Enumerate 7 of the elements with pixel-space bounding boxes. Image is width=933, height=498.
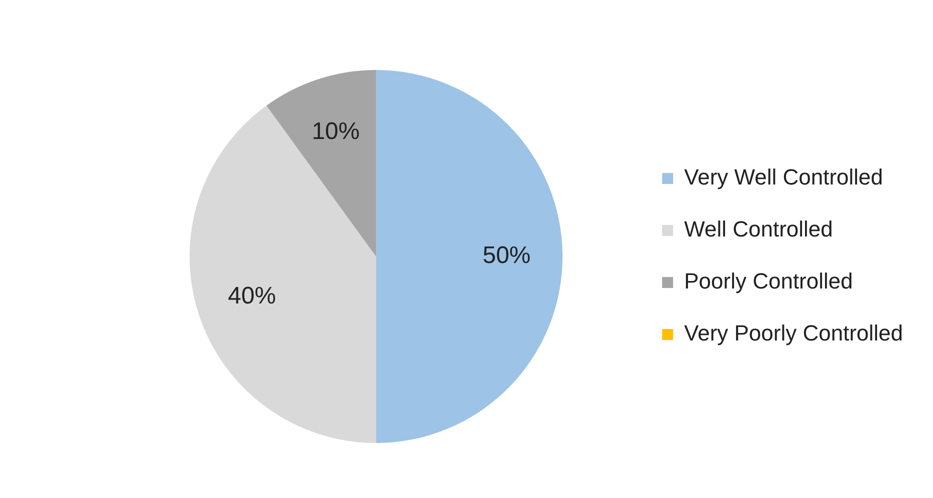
legend-label: Poorly Controlled — [684, 268, 853, 294]
data-label: 40% — [228, 282, 276, 310]
legend-label: Very Well Controlled — [684, 164, 884, 190]
legend-label: Very Poorly Controlled — [684, 320, 904, 346]
legend-label: Well Controlled — [684, 216, 833, 242]
data-label: 50% — [482, 242, 531, 270]
data-label: 10% — [312, 118, 360, 145]
